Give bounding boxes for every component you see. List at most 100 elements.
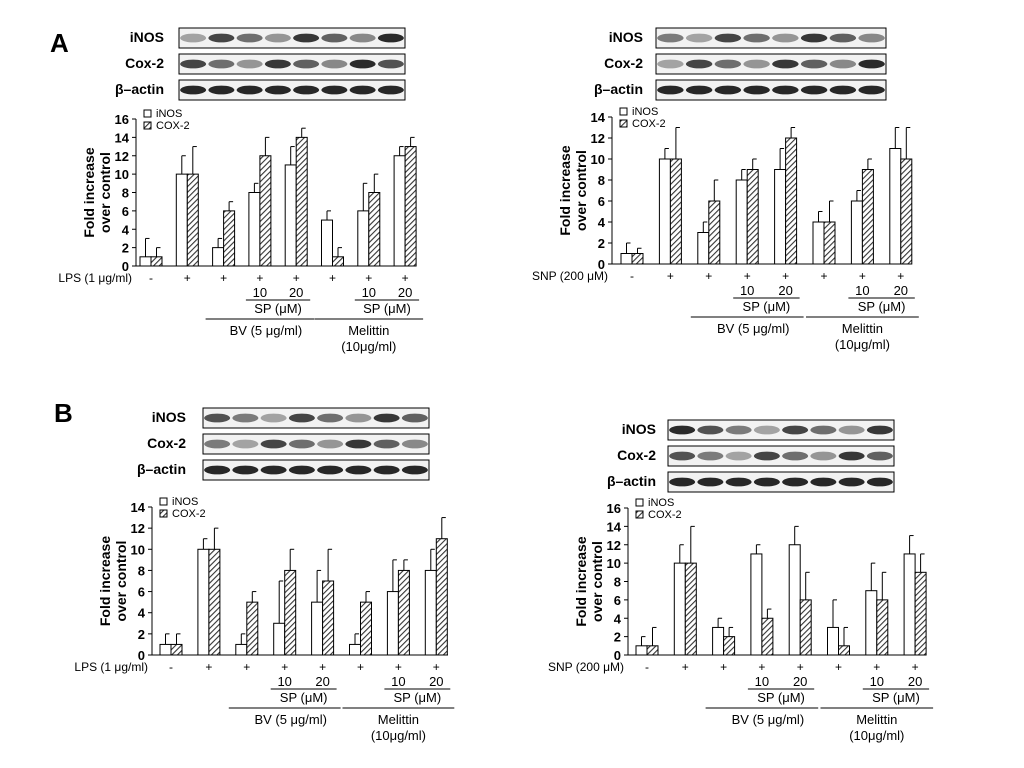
category-sign: - (630, 269, 634, 283)
concentration-label: 10 (253, 285, 267, 300)
y-tick-label: 10 (607, 556, 621, 571)
y-tick-label: 2 (614, 630, 621, 645)
blot-band (753, 477, 780, 487)
blot-band (829, 59, 857, 69)
y-tick-label: 2 (138, 627, 145, 642)
bar-cox2 (295, 136, 308, 267)
blot-band (866, 477, 893, 487)
blot-band (288, 465, 315, 475)
category-sign: + (243, 660, 250, 674)
blot-band (204, 465, 231, 475)
y-tick-label: 2 (598, 236, 605, 251)
blot-band (838, 451, 865, 461)
blot-band (260, 413, 287, 423)
blot-band (866, 451, 893, 461)
sp-label: SP (μM) (363, 301, 411, 316)
blot-band (401, 465, 428, 475)
blot-strip (202, 407, 430, 429)
blot-band (236, 85, 263, 95)
category-sign: + (329, 271, 336, 285)
blot-strip (655, 79, 887, 101)
concentration-label: 20 (793, 674, 807, 689)
blot-band (293, 85, 320, 95)
chart-3: iNOS Cox-2 β–actin 0 2 4 6 8 10 12 14 Fold increase… (74, 407, 455, 743)
bar-cox2 (708, 200, 721, 265)
western-blot-4: iNOS Cox-2 β–actin (607, 419, 895, 493)
legend-swatch-inos (143, 109, 152, 118)
category-sign: + (395, 660, 402, 674)
group-label-melittin: Melittin (842, 321, 883, 336)
blot-band (685, 33, 713, 43)
y-axis-label-line: Fold increase (97, 536, 113, 626)
blot-band (321, 85, 348, 95)
blot-band (714, 85, 742, 95)
blot-label: β–actin (115, 81, 164, 97)
y-axis-label: Fold increase over control (97, 536, 129, 626)
y-tick-label: 10 (131, 542, 145, 557)
western-blot-1: iNOS Cox-2 β–actin (115, 27, 406, 101)
category-sign: + (758, 660, 765, 674)
blot-label: Cox-2 (147, 435, 186, 451)
concentration-label: 20 (894, 283, 908, 298)
blot-band (264, 85, 291, 95)
y-tick-label: 0 (122, 259, 129, 274)
category-sign: + (281, 660, 288, 674)
legend-swatch-inos (619, 107, 628, 116)
group-label-melittin: (10μg/ml) (835, 337, 890, 352)
blot-label: iNOS (609, 29, 643, 45)
category-sign: + (293, 271, 300, 285)
group-label-melittin: (10μg/ml) (341, 339, 396, 354)
blot-band (657, 33, 684, 43)
concentration-label: 20 (429, 674, 443, 689)
legend-swatch-cox2 (159, 509, 168, 518)
legend-swatch-inos (635, 498, 644, 507)
bar-cox2 (223, 210, 236, 267)
bar-cox2 (208, 548, 221, 656)
bar-inos (424, 569, 437, 656)
sp-label: SP (μM) (393, 690, 441, 705)
category-sign: + (859, 269, 866, 283)
sp-label: SP (μM) (872, 690, 920, 705)
blot-label: β–actin (607, 473, 656, 489)
blot-band (743, 85, 770, 95)
blot-band (208, 59, 235, 69)
blot-strip (655, 27, 887, 49)
blot-strip (667, 471, 895, 493)
y-axis-label-line: over control (97, 152, 113, 233)
blot-band (858, 85, 885, 95)
group-label-melittin: Melittin (348, 323, 389, 338)
y-tick-label: 4 (614, 611, 622, 626)
blot-band (697, 477, 724, 487)
blot-band (204, 413, 231, 423)
bar-inos (697, 232, 710, 265)
y-tick-label: 6 (122, 204, 129, 219)
blot-band (208, 33, 235, 43)
y-tick-label: 2 (122, 241, 129, 256)
y-axis-label-line: over control (589, 541, 605, 622)
y-tick-label: 8 (598, 173, 605, 188)
y-tick-label: 16 (607, 501, 621, 516)
blot-strip (178, 79, 406, 101)
bar-inos (139, 256, 152, 267)
y-tick-label: 14 (607, 519, 622, 534)
y-axis-label: Fold increase over control (573, 536, 605, 626)
blot-band (782, 477, 809, 487)
concentration-label: 10 (855, 283, 869, 298)
group-label-bv: BV (5 μg/ml) (732, 712, 805, 727)
blot-band (810, 425, 837, 435)
bar-cox2 (150, 256, 163, 267)
blot-band (377, 85, 404, 95)
blot-band (714, 33, 742, 43)
y-tick-label: 0 (598, 257, 605, 272)
legend-label-inos: iNOS (632, 106, 658, 118)
blot-band (725, 477, 752, 487)
legend-label-cox2: COX-2 (632, 118, 666, 130)
blot-band (317, 465, 344, 475)
blot-band (288, 439, 315, 449)
chart-2: iNOS Cox-2 β–actin 0 2 4 6 8 10 12 14 Fold increase… (532, 27, 919, 352)
category-sign: + (365, 271, 372, 285)
blot-strip (202, 459, 430, 481)
y-tick-label: 0 (614, 648, 621, 663)
sp-label: SP (μM) (757, 690, 805, 705)
